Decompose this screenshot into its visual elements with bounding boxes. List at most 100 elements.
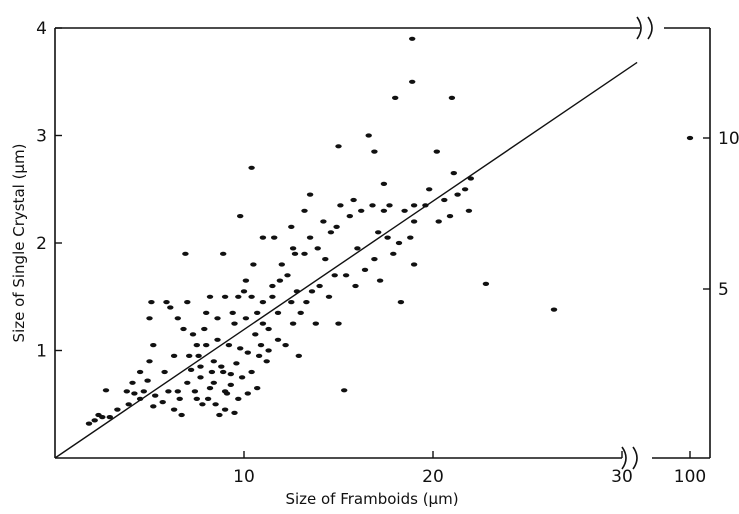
data-point xyxy=(291,251,299,256)
data-point xyxy=(371,257,378,262)
data-point xyxy=(259,300,267,305)
data-point xyxy=(220,251,227,256)
data-point xyxy=(352,283,359,289)
data-point xyxy=(322,257,329,262)
data-point xyxy=(125,402,132,407)
data-point xyxy=(392,95,399,100)
data-point xyxy=(191,389,199,394)
data-point xyxy=(227,382,234,387)
data-point xyxy=(152,393,159,398)
data-point xyxy=(136,396,144,401)
data-point xyxy=(248,369,255,375)
data-point xyxy=(407,235,414,240)
data-point xyxy=(203,310,210,315)
data-point xyxy=(208,369,216,375)
data-point xyxy=(221,294,229,299)
data-point xyxy=(354,246,361,251)
axis-ticks xyxy=(55,27,710,458)
data-point xyxy=(263,359,270,364)
data-point xyxy=(85,421,93,426)
data-point xyxy=(316,283,323,289)
data-point xyxy=(186,353,193,358)
data-point xyxy=(193,396,200,401)
data-point xyxy=(214,337,221,342)
data-point xyxy=(289,246,297,251)
data-point xyxy=(278,262,285,267)
y-secondary-tick-label: 5 xyxy=(718,280,729,300)
data-point xyxy=(422,203,429,208)
data-point xyxy=(216,412,223,418)
data-point xyxy=(136,369,144,375)
data-point xyxy=(342,273,350,278)
data-point xyxy=(248,165,255,170)
data-point xyxy=(148,300,155,305)
data-point xyxy=(102,388,110,393)
data-point xyxy=(282,343,289,348)
data-point xyxy=(237,214,244,219)
data-point xyxy=(259,321,267,326)
data-point xyxy=(301,208,308,213)
x-secondary-tick-label: 100 xyxy=(674,467,706,487)
data-point xyxy=(384,235,391,240)
data-point xyxy=(203,343,210,348)
data-point xyxy=(461,187,469,192)
x-axis-title: Size of Framboids (μm) xyxy=(285,490,458,508)
data-point xyxy=(201,326,208,332)
data-point xyxy=(206,386,214,391)
data-point xyxy=(409,79,416,84)
data-point xyxy=(327,230,335,235)
plot-frame xyxy=(54,16,711,470)
data-point xyxy=(376,278,384,283)
bottom-axis-break-mark xyxy=(621,446,638,470)
data-point xyxy=(106,415,114,420)
data-point xyxy=(204,396,212,401)
data-point xyxy=(210,380,217,385)
data-point xyxy=(369,203,376,208)
data-point xyxy=(114,407,121,412)
x-tick-label: 20 xyxy=(422,467,444,487)
data-point xyxy=(220,369,227,375)
data-point xyxy=(197,364,204,369)
data-point xyxy=(221,389,229,394)
data-point xyxy=(325,294,333,299)
data-point xyxy=(174,389,181,394)
data-point xyxy=(237,346,244,351)
data-point xyxy=(386,203,393,208)
data-point xyxy=(390,251,397,256)
y-tick-label: 4 xyxy=(36,19,47,39)
data-point xyxy=(229,310,236,315)
data-point xyxy=(409,36,416,41)
data-point xyxy=(91,418,98,423)
data-point xyxy=(238,375,246,380)
data-point xyxy=(225,343,233,348)
y-tick-label: 2 xyxy=(36,234,47,254)
data-point xyxy=(454,192,461,197)
data-point xyxy=(465,208,473,213)
data-point xyxy=(380,208,388,213)
data-point xyxy=(288,300,295,305)
data-point xyxy=(361,267,369,272)
axis-tick-labels: 10 20 30 100 1 2 3 4 5 10 xyxy=(36,19,739,487)
data-point xyxy=(410,262,418,267)
data-point xyxy=(314,246,321,251)
data-point xyxy=(180,326,187,332)
y-tick-label: 1 xyxy=(36,342,47,362)
data-point xyxy=(482,281,490,286)
data-point xyxy=(265,326,272,332)
data-point xyxy=(187,367,195,372)
data-point xyxy=(178,412,185,418)
data-point xyxy=(193,343,200,348)
data-point xyxy=(167,305,174,310)
data-point xyxy=(276,278,284,283)
data-point xyxy=(235,294,242,299)
data-point xyxy=(312,321,319,326)
data-point xyxy=(184,300,191,305)
data-point xyxy=(401,208,408,213)
data-point xyxy=(159,400,166,405)
data-point xyxy=(450,171,457,176)
data-point xyxy=(197,375,204,380)
data-point xyxy=(170,353,178,358)
data-point xyxy=(218,364,225,369)
data-points xyxy=(85,36,558,426)
